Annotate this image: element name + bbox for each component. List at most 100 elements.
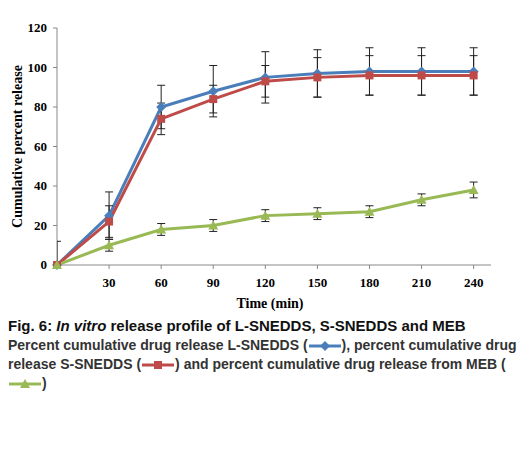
series-marker	[156, 224, 166, 233]
x-tick-label: 90	[207, 275, 220, 290]
x-tick	[369, 265, 370, 269]
series-marker	[52, 260, 62, 270]
caption-legend: Percent cumulative drug release L-SNEDDS…	[8, 336, 520, 393]
error-bar	[313, 58, 321, 98]
caption-title: Fig. 6: In vitro release profile of L-SN…	[8, 316, 520, 335]
x-axis	[57, 265, 491, 266]
caption: Fig. 6: In vitro release profile of L-SN…	[8, 316, 520, 393]
y-tick	[53, 107, 57, 108]
caption-text: Fig. 6:	[8, 317, 56, 334]
x-tick-label: 240	[464, 275, 484, 290]
y-tick-label: 120	[28, 20, 48, 35]
y-tick	[53, 186, 57, 187]
y-tick-label: 100	[28, 60, 48, 75]
series-marker	[209, 95, 217, 103]
error-bar	[157, 85, 165, 128]
y-tick	[53, 67, 57, 68]
caption-text: MEB	[466, 356, 497, 372]
error-bar	[261, 66, 269, 98]
x-tick	[317, 265, 318, 269]
error-bar	[470, 48, 478, 95]
caption-text: )	[42, 375, 47, 391]
error-bar	[365, 206, 373, 218]
series-marker	[104, 240, 114, 249]
series-marker	[261, 77, 269, 85]
caption-text: In vitro	[56, 317, 106, 334]
series-marker	[52, 260, 62, 269]
series-line	[57, 75, 474, 265]
x-tick	[265, 265, 266, 269]
y-tick-label: 40	[34, 178, 47, 193]
y-tick-label: 0	[41, 257, 48, 272]
series-marker	[470, 71, 478, 79]
error-bar	[105, 206, 113, 238]
x-tick	[473, 265, 474, 269]
caption-text: (	[133, 356, 142, 372]
series-marker	[156, 102, 166, 112]
x-tick-label: 60	[155, 275, 168, 290]
error-bar	[209, 85, 217, 113]
plot-area	[57, 48, 478, 265]
series-marker	[313, 73, 321, 81]
x-tick-label: 180	[360, 275, 380, 290]
error-bar	[365, 48, 373, 95]
series-marker	[208, 221, 218, 230]
caption-text: (	[497, 356, 506, 372]
legend-symbol	[8, 378, 42, 390]
x-tick	[161, 265, 162, 269]
y-axis-label: Cumulative percent release	[10, 65, 25, 228]
series-marker	[260, 211, 270, 220]
error-bar	[418, 48, 426, 95]
caption-text: L-SNEDDS	[227, 337, 299, 353]
error-bar	[470, 56, 478, 96]
x-axis-label: Time (min)	[236, 296, 303, 312]
series-marker	[157, 115, 165, 123]
series-marker	[418, 71, 426, 79]
caption-text: and percent cumulative drug release from	[180, 356, 466, 372]
error-bar	[209, 220, 217, 232]
x-tick-label: 30	[103, 275, 116, 290]
error-bar	[365, 56, 373, 96]
y-tick-label: 80	[34, 99, 47, 114]
x-tick-label: 210	[412, 275, 432, 290]
y-tick	[53, 225, 57, 226]
y-tick-label: 20	[34, 218, 47, 233]
error-bar	[261, 210, 269, 222]
series-marker	[53, 261, 61, 269]
caption-text: )	[175, 356, 180, 372]
error-bar	[418, 194, 426, 206]
error-bar	[57, 241, 61, 265]
chart: 0 20 40 60 80 100 120 30 60 90 120 150 180 210 240 Time…	[0, 0, 529, 312]
caption-text: )	[342, 337, 347, 353]
x-tick	[109, 265, 110, 269]
error-bar	[157, 224, 165, 236]
caption-text: S-SNEDDS	[60, 356, 132, 372]
y-tick-label: 60	[34, 139, 47, 154]
caption-text: release profile of L-SNEDDS, S-SNEDDS an…	[106, 317, 465, 334]
caption-text: (	[299, 337, 308, 353]
error-bar	[105, 239, 113, 251]
series-marker	[469, 185, 479, 194]
error-bar	[209, 66, 217, 117]
x-tick	[421, 265, 422, 269]
x-tick	[213, 265, 214, 269]
error-bar	[418, 56, 426, 96]
x-tick-label: 120	[256, 275, 276, 290]
error-bar	[313, 208, 321, 220]
series-marker	[417, 195, 427, 204]
markers	[52, 66, 479, 270]
legend-symbol	[141, 359, 175, 371]
caption-text: Percent cumulative drug release	[8, 337, 227, 353]
series-marker	[312, 209, 322, 218]
series-marker	[364, 207, 374, 216]
series-marker	[365, 71, 373, 79]
y-tick	[53, 28, 57, 29]
series-marker	[105, 218, 113, 226]
error-bar	[470, 182, 478, 198]
error-bar	[105, 192, 113, 239]
series-marker	[208, 86, 218, 96]
legend-symbol	[308, 340, 342, 352]
error-bar	[261, 52, 269, 103]
x-tick-label: 150	[308, 275, 328, 290]
series-line	[57, 190, 474, 265]
